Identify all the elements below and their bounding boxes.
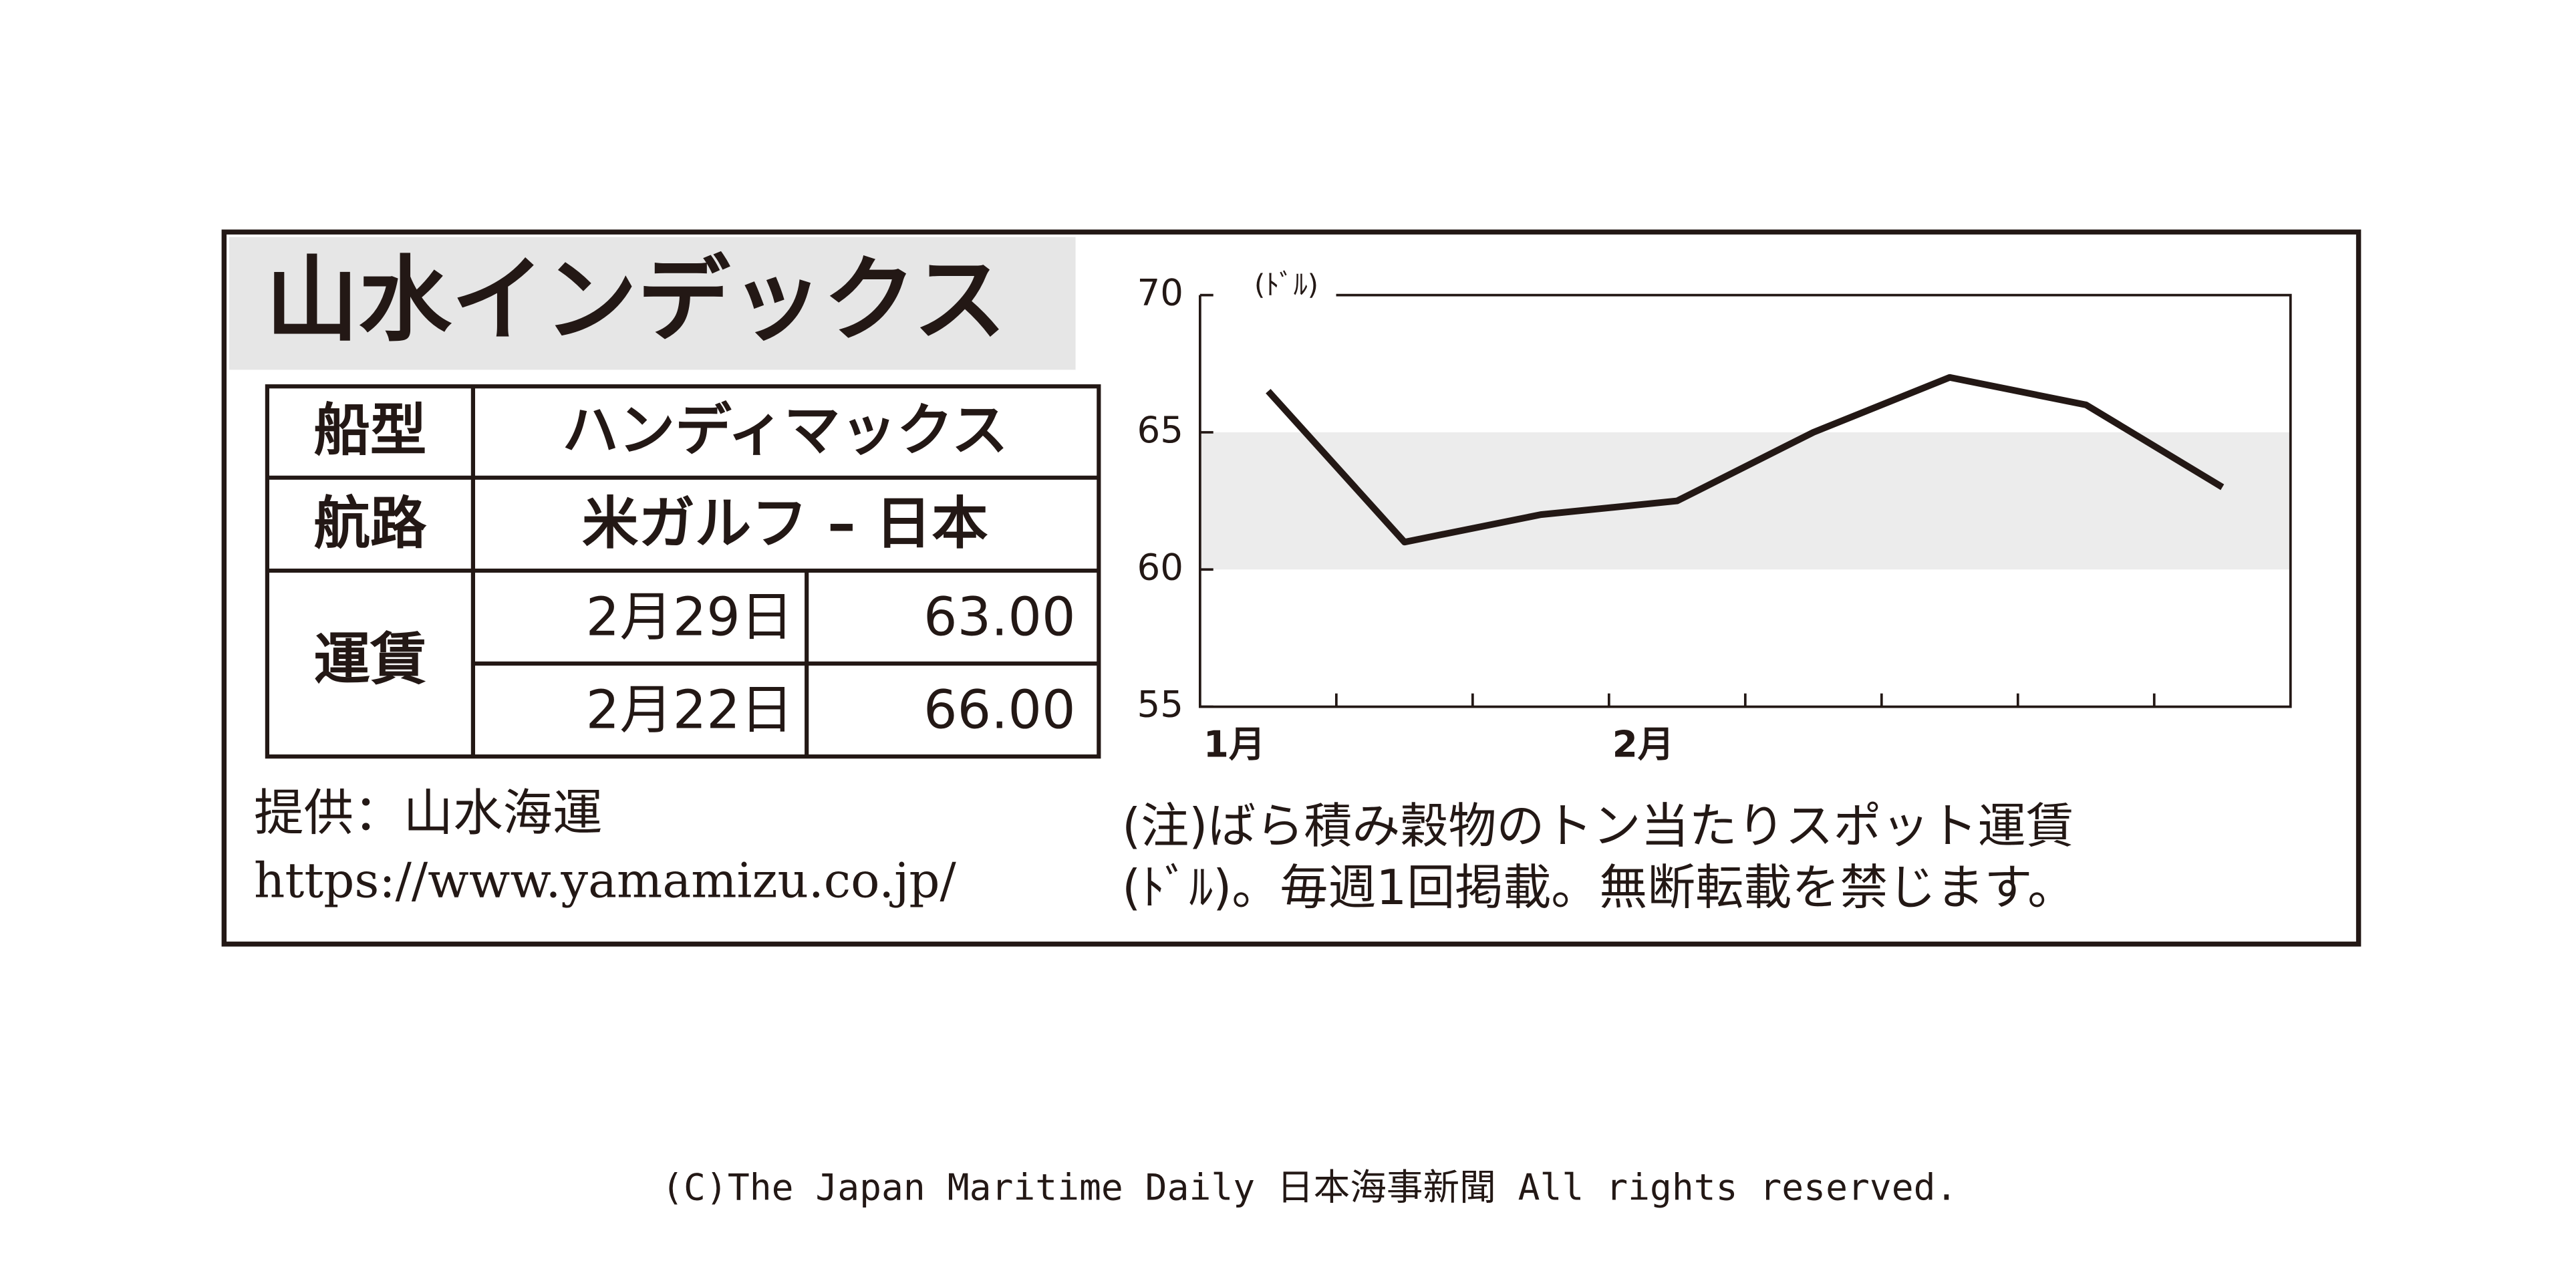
x-tick-label: 1月: [1203, 722, 1266, 765]
title: 山水インデックス: [265, 246, 1006, 354]
cell-date: 2月29日: [586, 585, 794, 648]
cell-date: 2月22日: [586, 679, 794, 741]
plot-frame: [1198, 293, 2292, 708]
title-bg: [229, 237, 1076, 370]
cell-label: 航路: [313, 490, 426, 556]
note-line: (ﾄﾞﾙ)。毎週1回掲載。無断転載を禁じます。: [1122, 859, 2076, 915]
source-label: 提供：山水海運: [254, 784, 603, 842]
y-unit: (ﾄﾞﾙ): [1254, 269, 1318, 301]
y-tick-label: 60: [1137, 545, 1183, 588]
shaded-band: [1199, 432, 2291, 570]
source-url: https://www.yamamizu.co.jp/: [254, 852, 957, 908]
y-tick-label: 70: [1137, 271, 1183, 314]
cell-label: 運賃: [313, 627, 426, 692]
data-line: [1266, 374, 2225, 546]
y-tick-label: 55: [1137, 683, 1183, 726]
cell-label: 船型: [313, 398, 426, 463]
info-table: 船型 ハンディマックス 航路 米ガルフ – 日本 運賃 2月29日 63.00 …: [265, 384, 1101, 759]
outer-frame: [221, 229, 2362, 947]
cell-rate: 63.00: [923, 585, 1076, 648]
x-tick-label: 2月: [1612, 722, 1675, 765]
cell-value: ハンディマックス: [562, 398, 1008, 463]
copyright: (C)The Japan Maritime Daily 日本海事新聞 All r…: [662, 1166, 1957, 1209]
cell-value: 米ガルフ – 日本: [582, 490, 988, 556]
y-tick-label: 65: [1137, 408, 1183, 451]
note-line: (注)ばら積み穀物のトン当たりスポット運賃: [1122, 798, 2073, 854]
cell-rate: 66.00: [923, 679, 1076, 741]
line-chart: 55 60 65 70 (ﾄﾞﾙ) 1月 2月: [1137, 269, 2292, 765]
